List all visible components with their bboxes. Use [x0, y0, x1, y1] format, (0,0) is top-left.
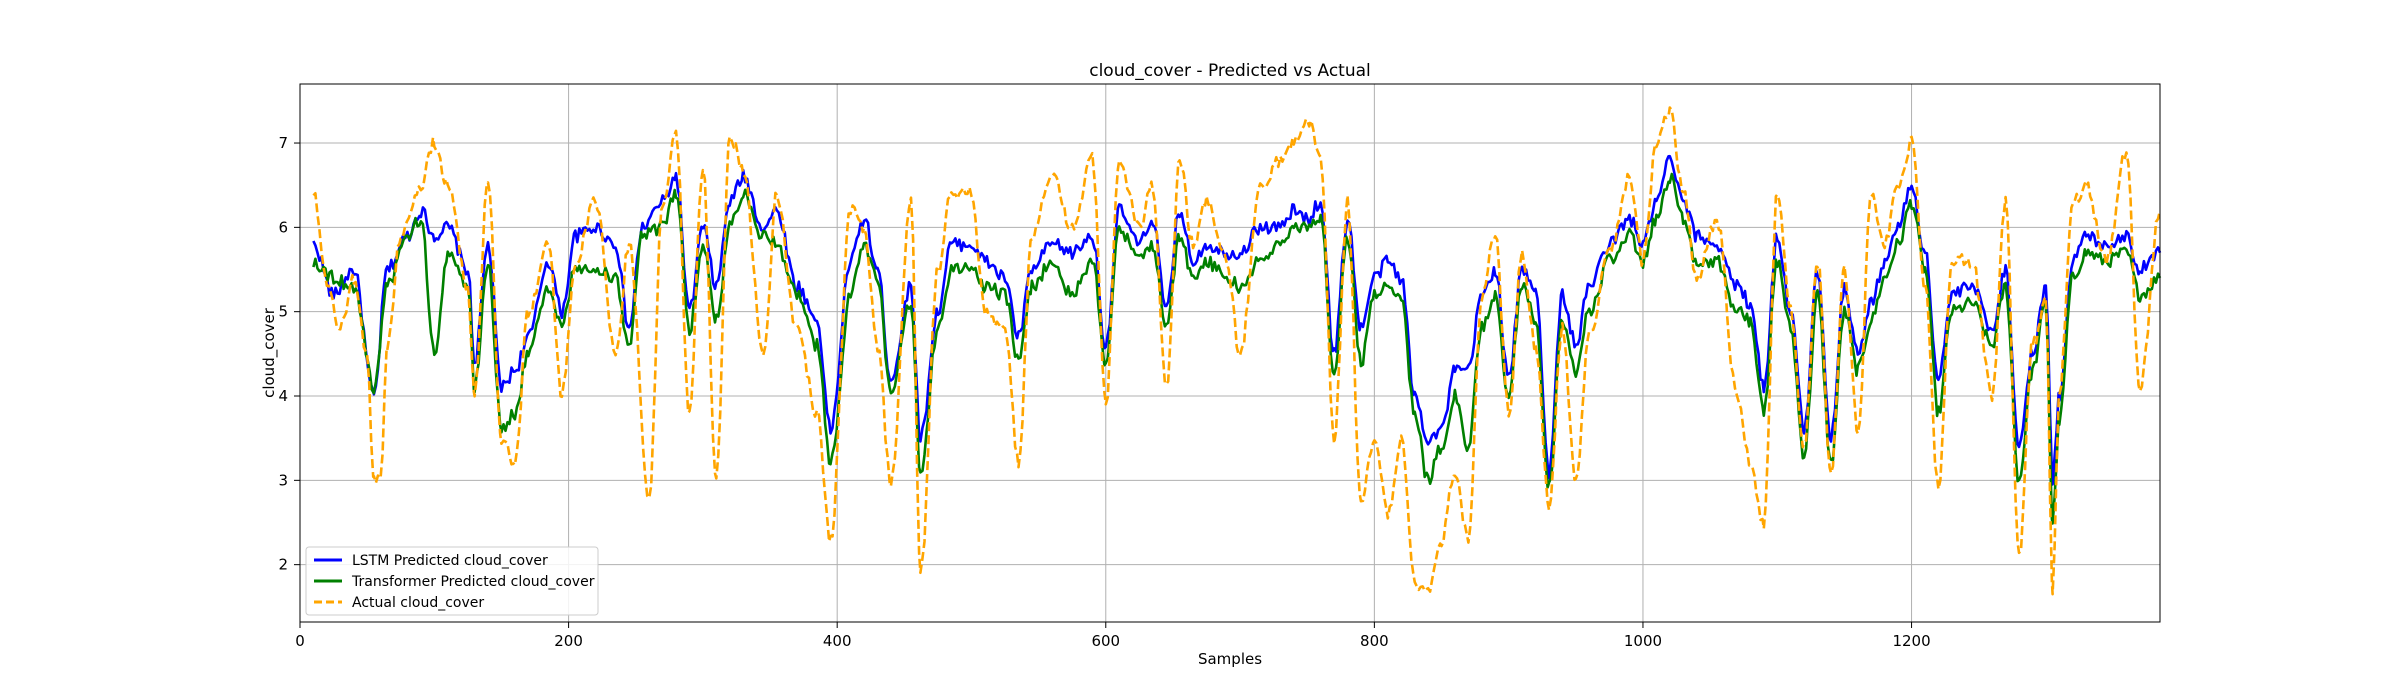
chart-title: cloud_cover - Predicted vs Actual — [1089, 61, 1371, 81]
x-tick-label: 1000 — [1624, 632, 1662, 650]
x-tick-label: 0 — [295, 632, 305, 650]
plot-area — [300, 84, 2160, 622]
y-tick-label: 5 — [278, 303, 288, 321]
x-axis: 0 200 400 600 800 1000 1200 — [295, 622, 1931, 650]
y-axis-title: cloud_cover — [260, 307, 279, 398]
x-tick-label: 800 — [1360, 632, 1389, 650]
y-tick-label: 6 — [278, 218, 288, 236]
x-tick-label: 200 — [554, 632, 583, 650]
y-tick-label: 7 — [278, 134, 288, 152]
y-tick-label: 4 — [278, 387, 288, 405]
y-axis: 2 3 4 5 6 7 — [278, 134, 300, 574]
legend-label-lstm: LSTM Predicted cloud_cover — [352, 553, 548, 569]
legend: LSTM Predicted cloud_cover Transformer P… — [305, 546, 599, 616]
series-line-transformer — [312, 172, 2162, 525]
series-line-actual — [312, 106, 2162, 596]
y-tick-label: 2 — [278, 556, 288, 574]
legend-label-actual: Actual cloud_cover — [352, 595, 484, 611]
y-tick-label: 3 — [278, 471, 288, 489]
x-axis-title: Samples — [1198, 650, 1262, 668]
plot-frame — [299, 83, 2161, 623]
x-tick-label: 400 — [823, 632, 852, 650]
legend-label-transformer: Transformer Predicted cloud_cover — [351, 574, 595, 590]
series-lines — [312, 106, 2162, 596]
x-tick-label: 600 — [1091, 632, 1120, 650]
x-tick-label: 1200 — [1892, 632, 1930, 650]
legend-box — [305, 546, 599, 616]
